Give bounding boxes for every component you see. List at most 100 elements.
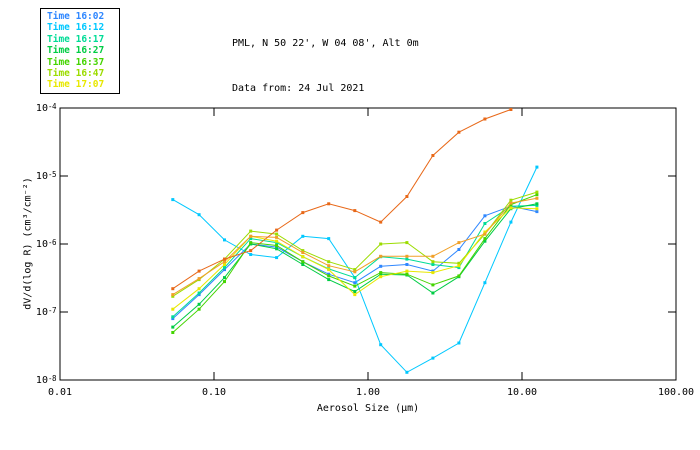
series-marker-time-16-47 <box>171 294 175 298</box>
series-marker-time-16-02 <box>535 210 539 214</box>
series-marker-unlabeled-orange <box>457 130 461 134</box>
y-tick-label: 10-4 <box>35 102 57 114</box>
series-marker-time-16-47 <box>275 232 279 236</box>
series-marker-time-16-37 <box>379 271 383 275</box>
series-marker-time-16-17 <box>509 204 513 208</box>
series-line-time-16-02 <box>172 205 538 319</box>
series-marker-time-16-12 <box>301 234 305 238</box>
series-marker-time-16-12 <box>405 370 409 374</box>
series-marker-time-16-47 <box>301 249 305 253</box>
y-tick-label: 10-5 <box>35 170 57 182</box>
series-marker-time-16-02 <box>327 272 331 276</box>
series-marker-time-16-02 <box>405 263 409 266</box>
series-marker-time-16-37 <box>275 244 279 247</box>
series-marker-time-16-12 <box>535 165 539 169</box>
legend-item-time-16-47: Time 16:47 <box>47 68 105 80</box>
series-marker-time-17-07 <box>171 307 175 311</box>
series-marker-time-16-12 <box>431 356 435 360</box>
series-marker-unlabeled-orange <box>405 195 409 198</box>
series-marker-time-16-37 <box>249 241 253 245</box>
series-marker-time-16-17 <box>353 276 357 280</box>
series-marker-time-17-07 <box>457 264 461 268</box>
series-marker-time-16-17 <box>431 263 435 266</box>
series-marker-time-16-37 <box>197 307 201 311</box>
legend-item-time-16-12: Time 16:12 <box>47 22 105 34</box>
x-tick-label: 10.00 <box>506 387 538 398</box>
page-title: PML, N 50 22', W 04 08', Alt 0m <box>232 38 419 49</box>
series-marker-time-16-47 <box>509 198 513 202</box>
series-marker-time-16-37 <box>301 260 305 264</box>
series-marker-time-17-07 <box>223 263 226 266</box>
series-marker-time-16-02 <box>483 214 487 218</box>
series-marker-unlabeled-orange <box>431 154 435 157</box>
series-marker-time-16-47 <box>379 242 383 246</box>
plot-frame <box>59 107 677 381</box>
series-marker-unlabeled-amber <box>249 234 253 238</box>
series-marker-time-16-12 <box>509 220 513 224</box>
legend-box: Time 16:02 Time 16:12 Time 16:17 Time 16:27… <box>40 8 120 94</box>
series-marker-time-16-37 <box>327 274 331 278</box>
series-marker-time-16-12 <box>197 213 201 217</box>
series-line-unlabeled-orange <box>172 109 512 290</box>
series-marker-time-16-27 <box>301 263 305 266</box>
series-marker-unlabeled-orange <box>197 269 201 273</box>
series-marker-time-17-07 <box>275 239 279 243</box>
series-marker-unlabeled-amber <box>379 254 383 258</box>
series-marker-time-16-02 <box>353 281 357 285</box>
series-marker-time-16-17 <box>457 266 461 270</box>
series-marker-time-16-17 <box>171 315 175 319</box>
y-axis-title: dV/d(log R) (cm³/cm⁻²) <box>22 177 34 310</box>
series-marker-time-16-27 <box>431 291 435 295</box>
series-marker-time-17-07 <box>327 268 331 272</box>
legend-item-time-16-37: Time 16:37 <box>47 56 105 68</box>
series-marker-time-16-47 <box>405 241 409 245</box>
legend-item-time-17-07: Time 17:07 <box>47 79 105 91</box>
series-line-time-16-27 <box>172 203 537 328</box>
x-axis-title: Aerosol Size (μm) <box>316 403 420 414</box>
series-marker-time-16-27 <box>171 325 175 329</box>
series-marker-time-16-37 <box>535 193 539 197</box>
series-marker-time-16-27 <box>223 276 226 280</box>
y-tick-label: 10-8 <box>35 374 57 386</box>
series-marker-time-16-02 <box>275 245 279 249</box>
series-marker-unlabeled-amber <box>431 254 435 258</box>
series-marker-time-16-12 <box>379 343 383 347</box>
series-marker-time-17-07 <box>509 206 513 210</box>
series-marker-time-16-17 <box>223 266 226 270</box>
series-marker-time-16-12 <box>457 341 461 345</box>
series-marker-time-16-37 <box>431 283 435 287</box>
series-marker-time-16-27 <box>197 302 201 306</box>
series-marker-time-16-17 <box>535 203 539 207</box>
series-marker-unlabeled-amber <box>301 251 305 254</box>
series-marker-time-16-27 <box>535 202 539 206</box>
series-line-unlabeled-amber <box>172 197 537 296</box>
series-marker-time-16-17 <box>197 291 201 295</box>
series-marker-time-16-37 <box>405 272 409 276</box>
series-marker-unlabeled-orange <box>379 220 383 224</box>
series-marker-time-16-12 <box>249 253 253 256</box>
series-marker-unlabeled-amber <box>353 270 357 274</box>
y-tick-label: 10-7 <box>35 306 57 318</box>
series-marker-time-16-47 <box>249 229 253 233</box>
series-marker-time-16-47 <box>431 260 435 264</box>
series-marker-time-16-37 <box>483 237 487 241</box>
y-tick-label: 10-6 <box>35 238 57 250</box>
series-marker-time-17-07 <box>405 269 409 273</box>
x-tick-label: 1.00 <box>355 387 381 398</box>
series-marker-time-16-27 <box>379 272 383 276</box>
x-tick-label: 0.10 <box>201 387 227 398</box>
series-marker-time-16-12 <box>223 238 226 242</box>
series-marker-time-16-27 <box>483 239 487 243</box>
series-marker-time-16-02 <box>379 264 383 268</box>
series-marker-unlabeled-orange <box>249 249 253 253</box>
series-marker-time-17-07 <box>379 275 383 279</box>
series-marker-time-16-02 <box>171 317 175 321</box>
series-marker-unlabeled-orange <box>275 228 279 232</box>
series-marker-unlabeled-amber <box>197 277 201 281</box>
series-marker-time-16-12 <box>171 198 175 202</box>
series-marker-unlabeled-amber <box>405 254 409 258</box>
series-marker-time-16-47 <box>457 261 461 265</box>
series-marker-unlabeled-orange <box>353 209 357 213</box>
